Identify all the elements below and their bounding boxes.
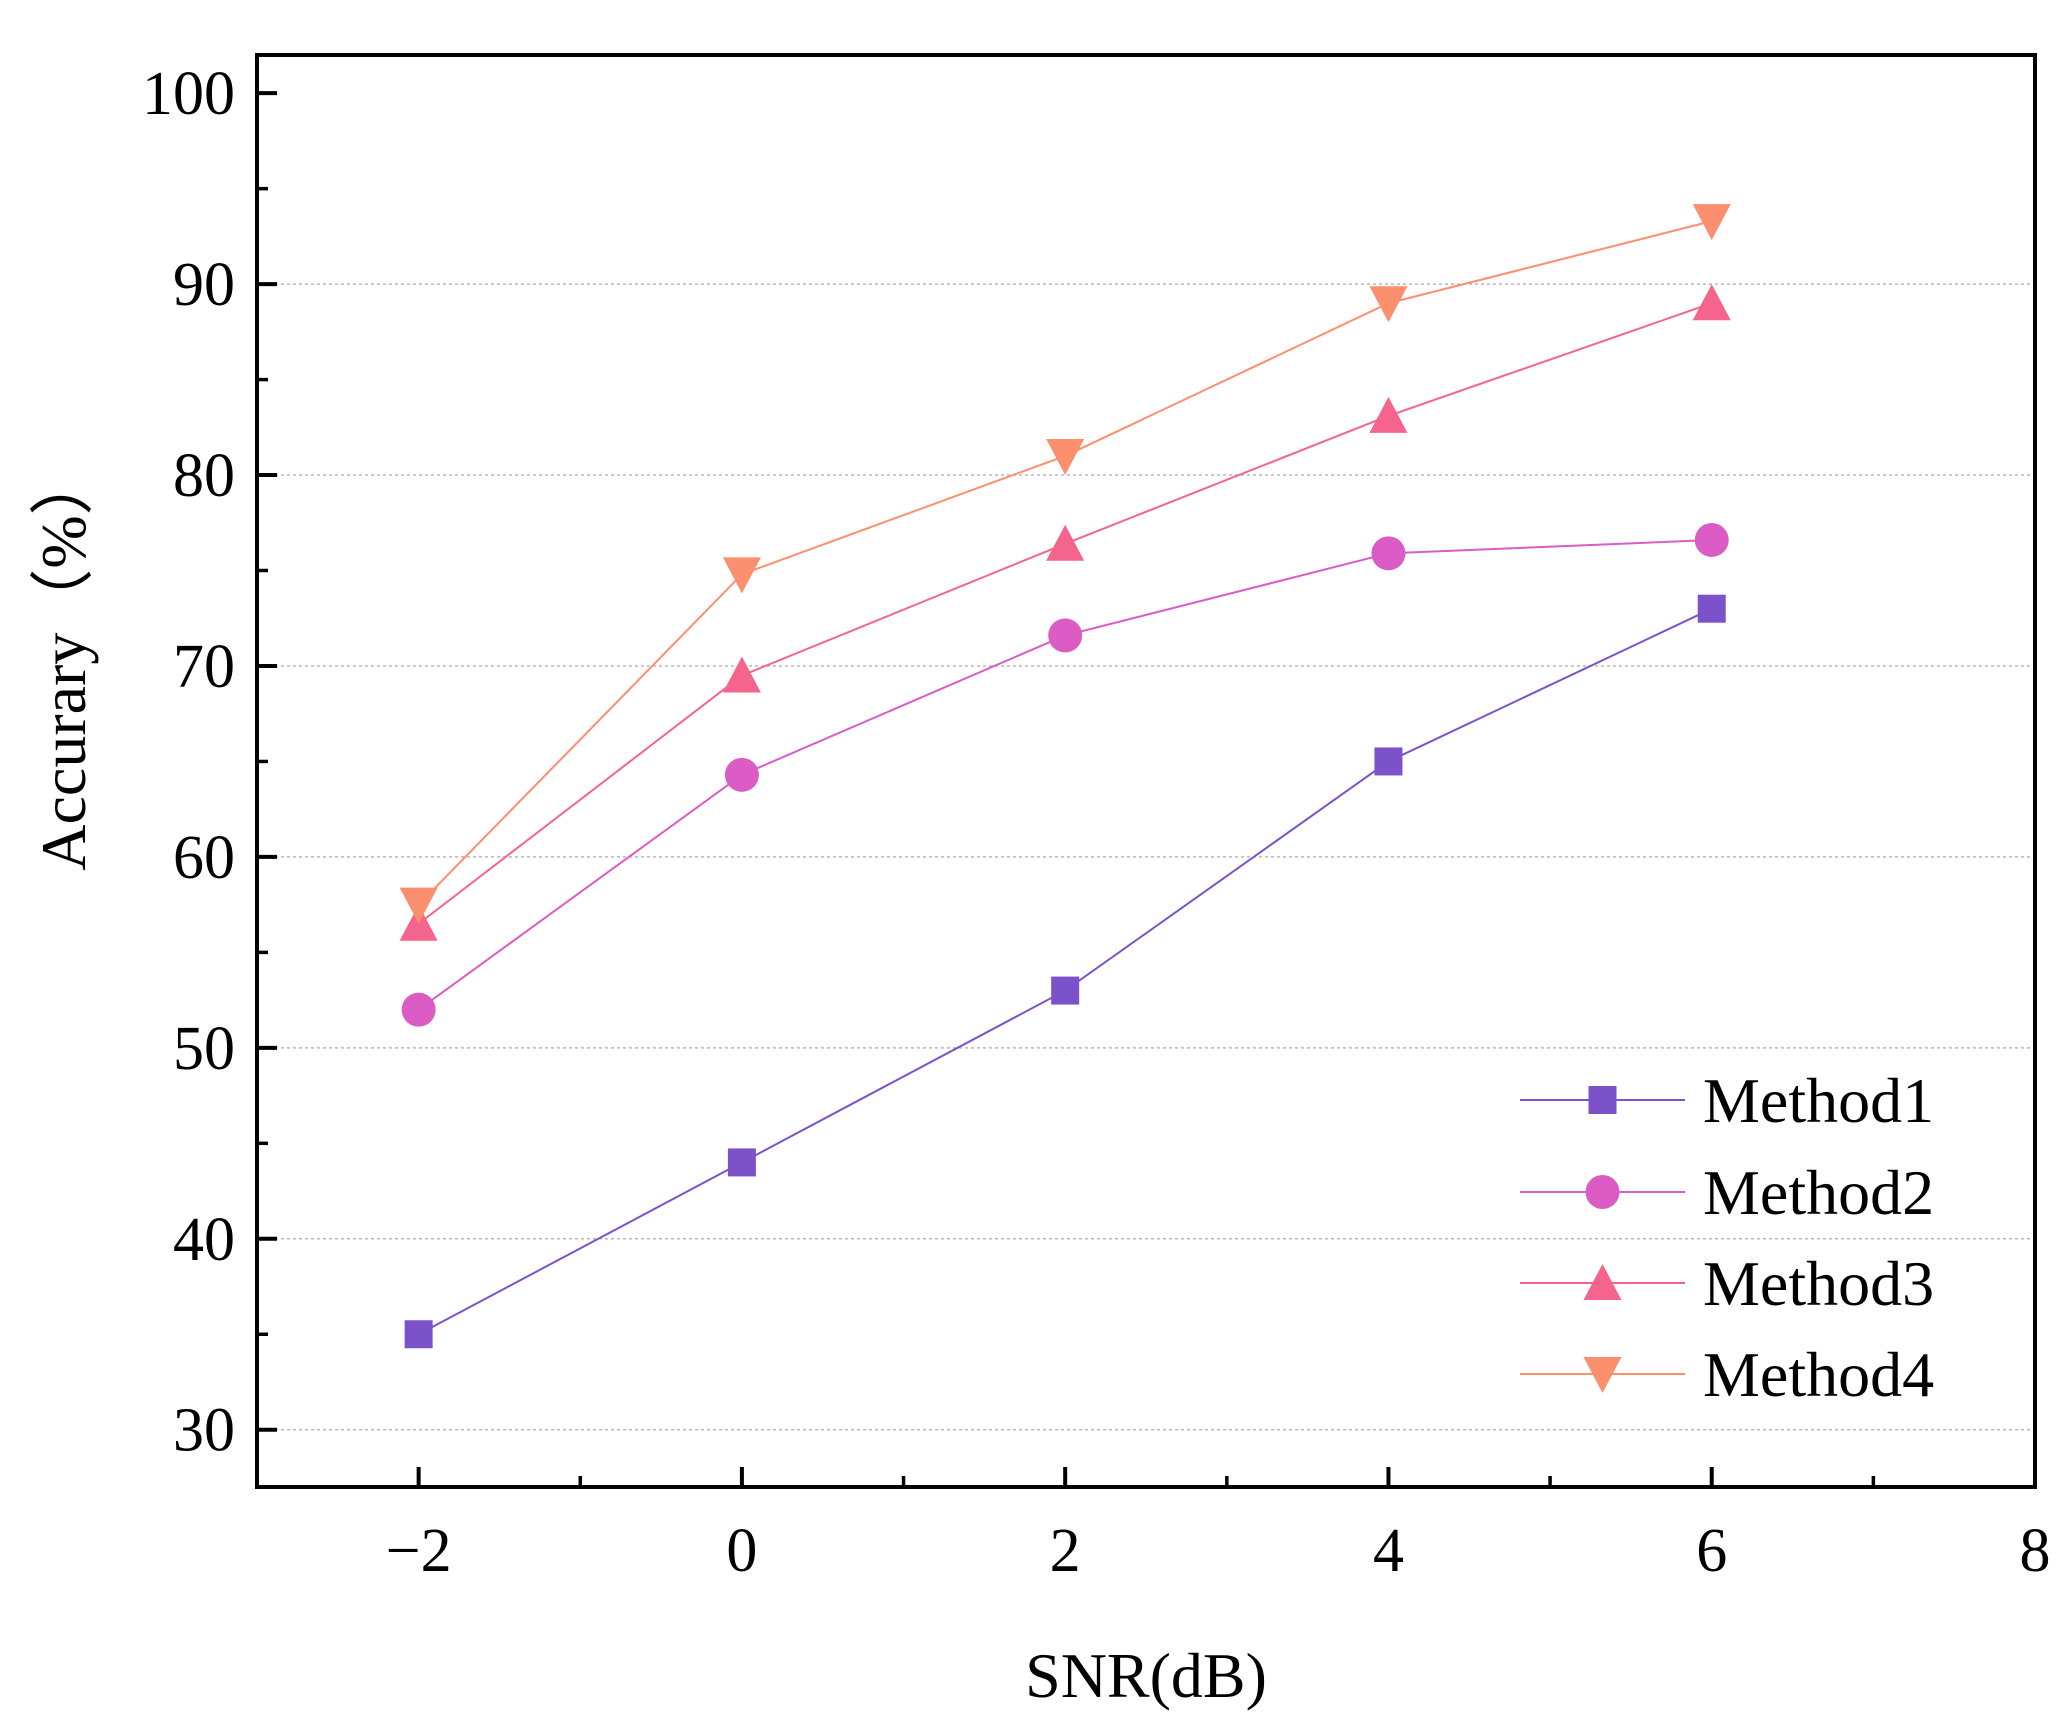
data-point-method4: [1369, 286, 1408, 323]
plot-frame: [255, 53, 2037, 1489]
series-line-method4: [417, 220, 1712, 906]
legend-label: Method2: [1703, 1157, 1934, 1228]
x-tick-label: −2: [386, 1517, 452, 1585]
grid-lines: [257, 283, 2035, 1431]
legend-item-method1: Method1: [1520, 1065, 1934, 1136]
data-point-method2: [1048, 618, 1083, 653]
data-point-method2: [401, 992, 436, 1027]
data-point-method3: [1692, 284, 1731, 321]
legend: Method1 Method2 Method3 Method4: [1520, 1065, 1934, 1410]
series-method4: [399, 204, 1731, 924]
legend-label: Method4: [1703, 1339, 1934, 1410]
data-point-method4: [399, 887, 438, 924]
legend-marker: [1583, 1264, 1622, 1300]
y-tick-label: 40: [173, 1206, 235, 1274]
axes: 30 40 50 60 70 80 90 100 −2 0 2 4 6 8: [142, 60, 2051, 1585]
x-tick-label: 0: [726, 1517, 757, 1585]
x-tick-label: 6: [1696, 1517, 1727, 1585]
plot-series: [399, 204, 1731, 1349]
y-tick-label: 70: [173, 633, 235, 701]
y-axis-title: Accurary（%）: [28, 451, 99, 870]
x-tick-label: 2: [1050, 1517, 1081, 1585]
data-point-method3: [1369, 396, 1408, 433]
data-point-method3: [722, 656, 761, 693]
y-tick-label: 80: [173, 442, 235, 510]
data-point-method2: [1694, 522, 1729, 557]
series-method2: [401, 522, 1729, 1027]
series-method1: [404, 594, 1726, 1349]
y-tick-label: 60: [173, 824, 235, 892]
legend-marker: [1588, 1086, 1617, 1114]
legend-marker: [1585, 1175, 1620, 1209]
y-tick-label: 30: [173, 1397, 235, 1465]
data-point-method1: [727, 1148, 756, 1177]
y-tick-label: 50: [173, 1015, 235, 1083]
data-point-method1: [1697, 594, 1726, 623]
data-point-method4: [722, 557, 761, 594]
series-line-method1: [418, 607, 1713, 1336]
data-point-method3: [1046, 524, 1085, 561]
legend-label: Method3: [1703, 1248, 1934, 1319]
series-line-method3: [418, 302, 1713, 925]
series-method3: [399, 284, 1731, 941]
y-tick-label: 90: [173, 251, 235, 319]
data-point-method1: [404, 1320, 433, 1349]
y-tick-label: 100: [142, 60, 235, 128]
data-point-method1: [1051, 976, 1080, 1005]
legend-item-method2: Method2: [1520, 1157, 1934, 1228]
data-point-method4: [1046, 438, 1085, 475]
data-point-method1: [1374, 747, 1403, 776]
legend-item-method3: Method3: [1520, 1248, 1934, 1319]
legend-item-method4: Method4: [1520, 1339, 1934, 1410]
legend-label: Method1: [1703, 1065, 1934, 1136]
legend-marker: [1583, 1357, 1622, 1393]
x-tick-label: 8: [2020, 1517, 2051, 1585]
x-axis-title: SNR(dB): [1025, 1640, 1267, 1711]
data-point-method2: [724, 757, 759, 792]
data-point-method2: [1371, 536, 1406, 571]
data-point-method4: [1692, 204, 1731, 241]
x-tick-label: 4: [1373, 1517, 1404, 1585]
